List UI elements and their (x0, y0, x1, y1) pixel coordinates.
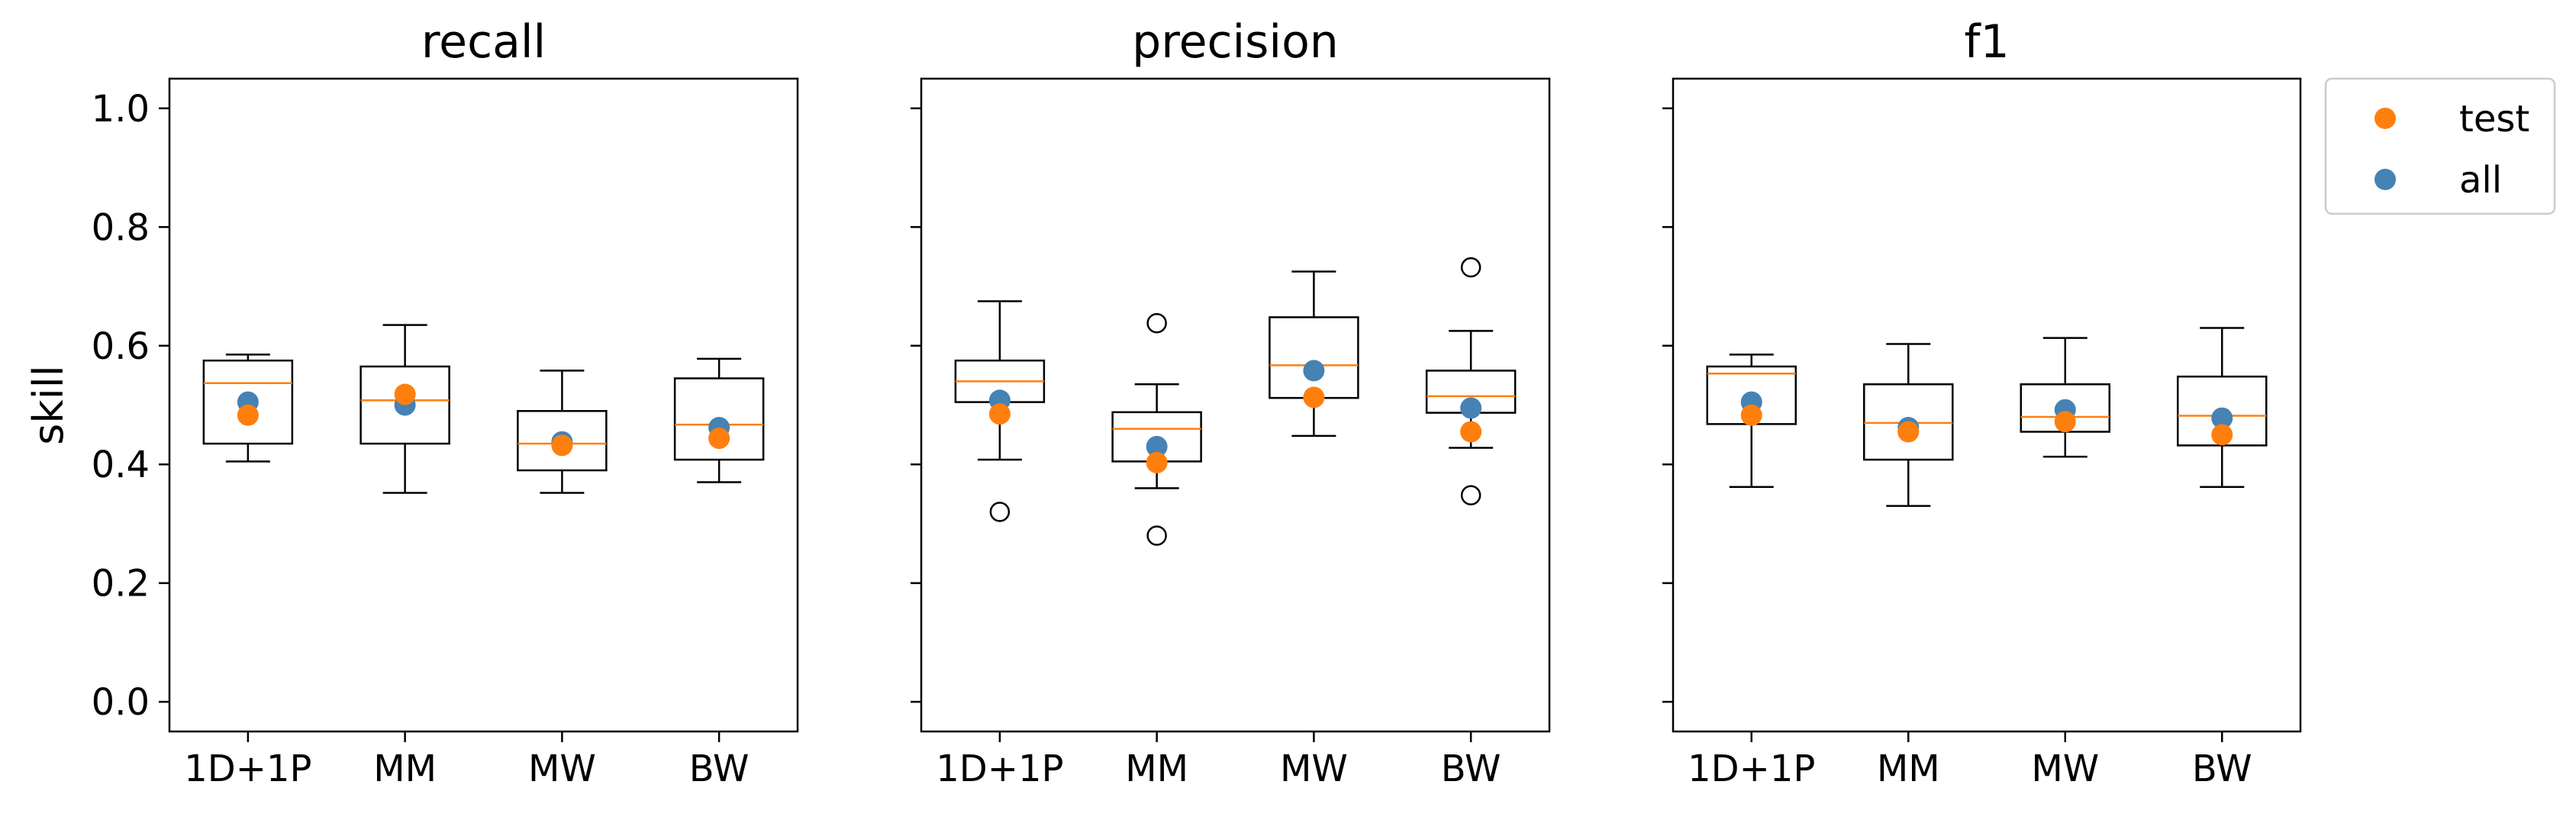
legend: test all (2324, 77, 2556, 215)
box-iqr (517, 410, 608, 472)
y-tick-label: 0.0 (92, 681, 150, 724)
point-test (708, 428, 730, 450)
box-iqr (202, 359, 294, 445)
x-tick-label: BW (689, 748, 750, 790)
box-iqr (1269, 316, 1359, 399)
point-test (1146, 451, 1168, 473)
y-tick-label: 0.2 (92, 563, 150, 605)
box-MW (1269, 270, 1359, 438)
x-tick-label: MM (373, 748, 437, 790)
y-tick-label: 0.4 (92, 444, 150, 486)
point-all (2211, 407, 2233, 429)
panel-f1: f1 1D+1P MM MW BW (1662, 15, 2302, 790)
point-test (551, 434, 573, 457)
box-MM (1863, 343, 1954, 507)
legend-label-test: test (2459, 98, 2529, 140)
point-test (1897, 421, 1920, 443)
flier-point (1146, 312, 1167, 334)
x-tick-label: MW (1280, 748, 1348, 790)
x-tick-label: BW (2192, 748, 2252, 790)
flier-point (1146, 525, 1167, 546)
legend-marker-test (2374, 108, 2396, 129)
x-tick-label: 1D+1P (1688, 748, 1815, 790)
panel-title: recall (421, 15, 546, 69)
point-test (2211, 424, 2233, 446)
point-test (1740, 404, 1762, 426)
x-tick-label: 1D+1P (936, 748, 1063, 790)
panel-recall: recall 0.0 0.2 0.4 0.6 0.8 1.0 skill 1D+1P MM MW BW (24, 15, 799, 790)
point-test (237, 404, 259, 426)
box-BW (1425, 257, 1517, 505)
point-all (1303, 360, 1325, 382)
x-tick-label: MM (1877, 748, 1940, 790)
box-iqr (673, 377, 765, 461)
x-tick-label: MW (528, 748, 596, 790)
x-tick-label: BW (1441, 748, 1501, 790)
point-test (1303, 386, 1325, 408)
x-tick-label: MW (2031, 748, 2099, 790)
flier-point (1460, 257, 1481, 278)
panels-group: recall 0.0 0.2 0.4 0.6 0.8 1.0 skill 1D+1P MM MW BW… (24, 15, 2302, 790)
x-tick-label: 1D+1P (184, 748, 311, 790)
y-tick-label: 0.6 (92, 325, 150, 368)
flier-point (989, 502, 1011, 522)
axes-frame (168, 77, 799, 733)
box-iqr (359, 365, 450, 445)
legend-marker-all (2374, 169, 2396, 190)
panel-title: f1 (1964, 15, 2009, 69)
point-test (988, 403, 1011, 425)
x-tick-label: MM (1125, 748, 1188, 790)
axes-frame (920, 77, 1551, 733)
panel-title: precision (1132, 15, 1339, 69)
point-test (2054, 411, 2076, 433)
y-tick-label: 0.8 (92, 206, 150, 249)
point-all (1460, 397, 1482, 419)
panel-precision: precision 1D+1P MM MW BW (911, 15, 1551, 790)
point-test (1460, 421, 1482, 443)
box-1D+1P (202, 354, 294, 463)
point-test (394, 383, 416, 405)
y-axis-label: skill (24, 365, 73, 444)
axes-frame (1672, 77, 2302, 733)
y-tick-label: 1.0 (92, 88, 150, 131)
box-MM (1111, 312, 1202, 546)
flier-point (1460, 485, 1481, 505)
point-all (1146, 435, 1168, 457)
box-BW (2177, 327, 2268, 489)
box-MW (2020, 337, 2110, 458)
legend-label-all: all (2459, 159, 2502, 202)
